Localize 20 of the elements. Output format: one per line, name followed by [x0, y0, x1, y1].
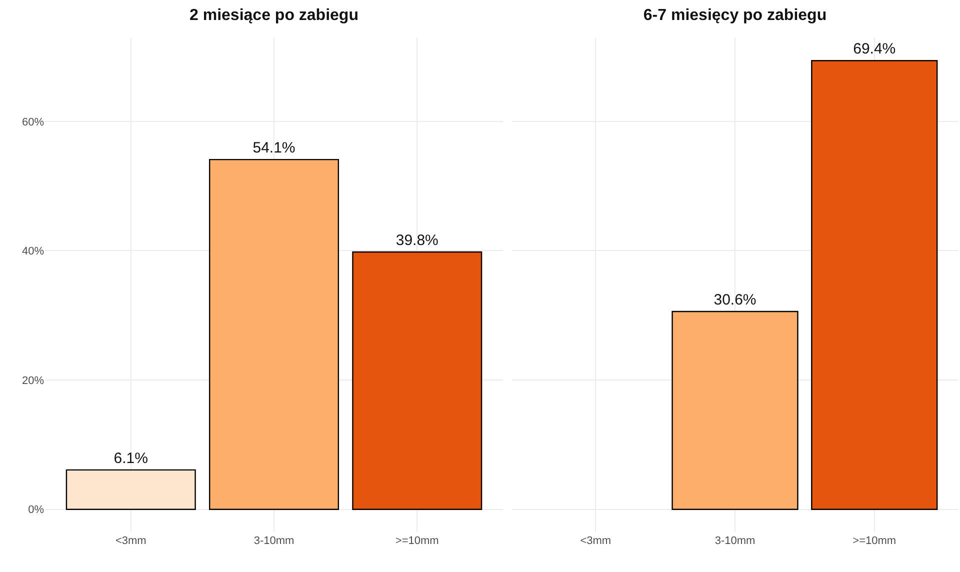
x-tick-label: 3-10mm [254, 535, 294, 547]
data-label: 30.6% [714, 292, 756, 309]
bar [66, 469, 196, 510]
y-tick-label: 0% [28, 504, 44, 516]
y-tick-label: 40% [22, 246, 44, 258]
x-tick-label: <3mm [115, 535, 146, 547]
bar [208, 158, 340, 510]
data-label: 39.8% [396, 232, 438, 250]
y-tick-label: 60% [22, 116, 44, 128]
data-label: 54.1% [252, 140, 296, 157]
chart-title: 2 miesiące po zabiegu [190, 6, 358, 24]
chart-title: 6-7 miesięcy po zabiegu [643, 6, 827, 24]
bar [352, 251, 482, 510]
y-tick-label: 20% [22, 374, 44, 387]
x-tick-label: >=10mm [395, 535, 439, 547]
data-label: 69.4% [853, 40, 896, 58]
x-tick-label: 3-10mm [714, 535, 756, 547]
x-tick-label: <3mm [580, 535, 612, 547]
data-label: 6.1% [114, 450, 148, 467]
x-tick-label: >=10mm [852, 535, 896, 547]
